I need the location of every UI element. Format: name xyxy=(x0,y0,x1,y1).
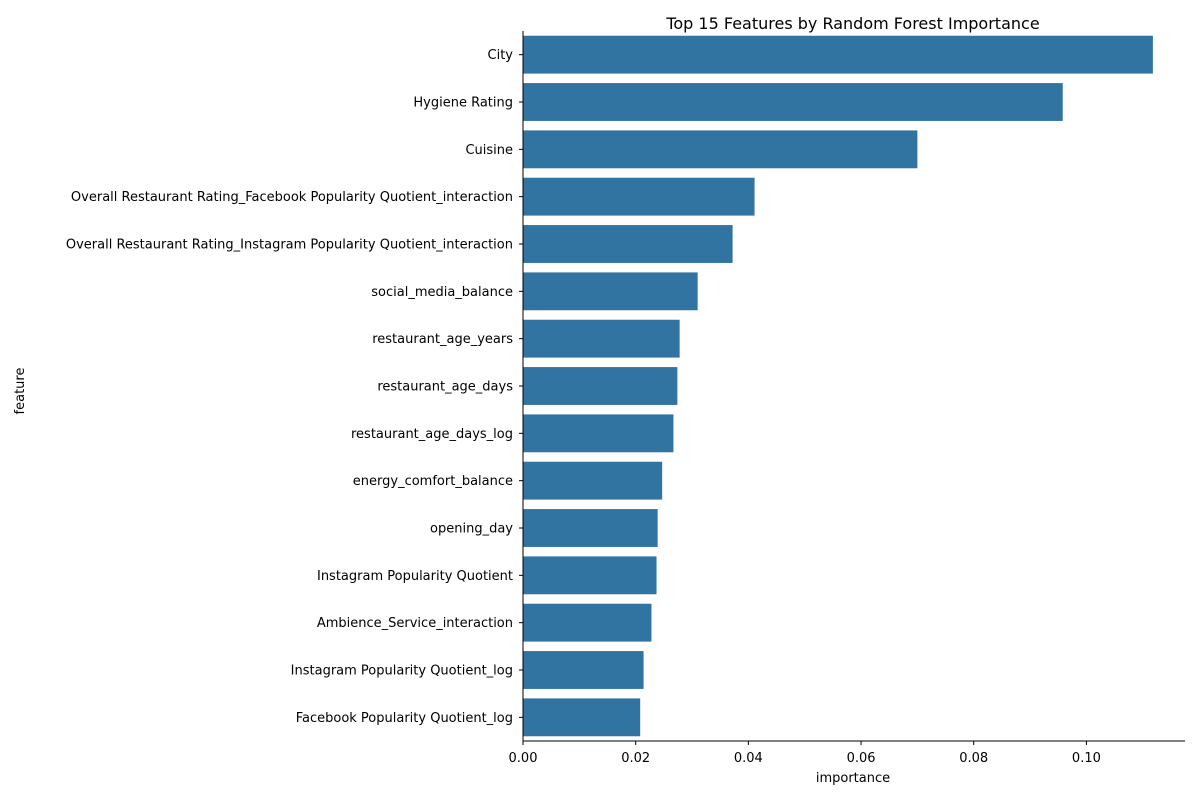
category-label: Overall Restaurant Rating_Facebook Popul… xyxy=(71,190,513,205)
bar xyxy=(523,130,918,169)
x-axis-label: importance xyxy=(816,771,890,786)
category-label: Instagram Popularity Quotient xyxy=(317,569,513,584)
x-tick-label: 0.08 xyxy=(959,751,988,766)
category-label: energy_comfort_balance xyxy=(353,474,513,489)
bar xyxy=(523,556,657,595)
x-tick-label: 0.02 xyxy=(621,751,650,766)
category-label: restaurant_age_days_log xyxy=(351,427,513,442)
bar xyxy=(523,177,755,216)
x-tick-label: 0.04 xyxy=(734,751,763,766)
category-label: restaurant_age_days xyxy=(377,380,513,395)
category-label: Facebook Popularity Quotient_log xyxy=(296,711,513,726)
category-label: City xyxy=(488,48,514,63)
category-label: Instagram Popularity Quotient_log xyxy=(291,664,513,679)
bar xyxy=(523,651,644,689)
bar xyxy=(523,509,658,547)
x-ticks-group: 0.00 0.02 0.04 0.06 0.08 0.10 xyxy=(509,741,1101,766)
category-label: Ambience_Service_interaction xyxy=(317,616,513,631)
bar xyxy=(523,83,1063,121)
bars-group xyxy=(523,35,1153,737)
chart-title: Top 15 Features by Random Forest Importa… xyxy=(665,14,1039,33)
bar xyxy=(523,603,652,642)
category-labels-group: City Hygiene Rating Cuisine Overall Restaur… xyxy=(66,48,523,726)
category-label: opening_day xyxy=(430,522,513,537)
category-label: Cuisine xyxy=(465,143,513,158)
x-tick-label: 0.06 xyxy=(847,751,876,766)
category-label: social_media_balance xyxy=(371,285,513,300)
bar xyxy=(523,414,674,453)
x-tick-label: 0.00 xyxy=(509,751,538,766)
bar xyxy=(523,225,733,263)
bar xyxy=(523,698,641,737)
x-tick-label: 0.10 xyxy=(1072,751,1101,766)
bar xyxy=(523,272,698,311)
bar xyxy=(523,367,678,405)
y-axis-label: feature xyxy=(13,368,28,415)
category-label: Hygiene Rating xyxy=(413,96,513,111)
bar xyxy=(523,461,663,500)
category-label: restaurant_age_years xyxy=(372,332,513,347)
bar xyxy=(523,319,680,358)
bar xyxy=(523,35,1153,74)
category-label: Overall Restaurant Rating_Instagram Popu… xyxy=(66,238,513,253)
